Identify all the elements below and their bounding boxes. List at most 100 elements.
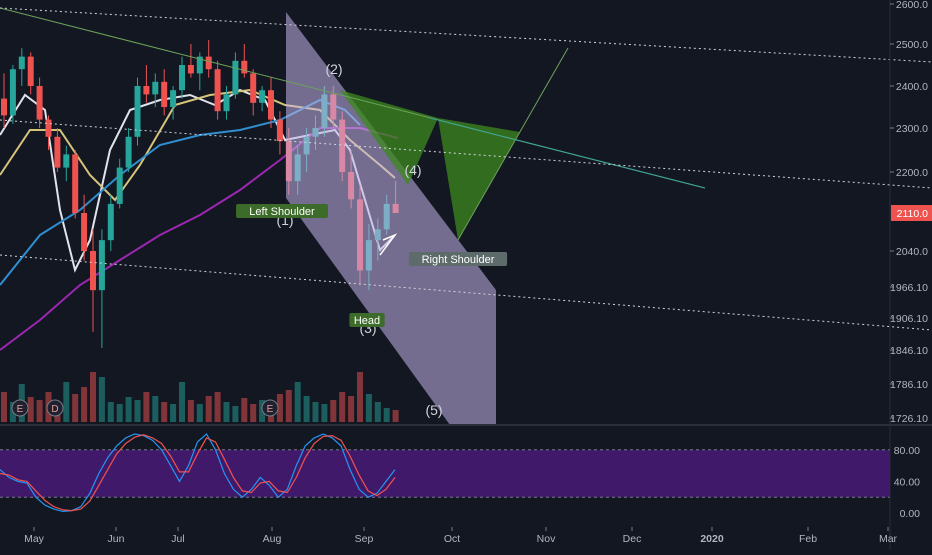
time-tick-label: Mar — [879, 533, 898, 545]
candle-body — [125, 136, 132, 168]
volume-bar — [27, 397, 34, 422]
volume-bar — [152, 396, 159, 422]
price-tick-label: 1786.10 — [890, 379, 928, 391]
volume-bar — [81, 387, 88, 422]
badge-label: Right Shoulder — [422, 254, 495, 266]
volume-bar — [348, 396, 355, 422]
volume-bar — [303, 396, 310, 422]
candle-body — [1, 98, 7, 116]
volume-bar — [365, 394, 372, 422]
volume-bar — [36, 400, 43, 422]
volume-bar — [90, 372, 96, 422]
price-tick-label: 2200.0 — [896, 167, 928, 179]
volume-bar — [232, 406, 239, 422]
volume-bar — [321, 404, 328, 422]
event-marker-label: D — [51, 404, 58, 415]
stoch-series-line — [0, 434, 396, 512]
candle-body — [98, 240, 105, 291]
candle-body — [9, 69, 16, 116]
time-tick-label: Oct — [444, 533, 460, 545]
volume-bar — [374, 402, 381, 422]
volume-bar — [143, 392, 150, 422]
candle-body — [116, 167, 123, 204]
candle-body — [205, 56, 212, 70]
volume-bar — [250, 404, 257, 422]
volume-bar — [214, 392, 221, 422]
candle-body — [223, 94, 230, 112]
price-tick-label: 2500.0 — [896, 39, 928, 51]
last-price-label: 2110.0 — [897, 208, 928, 220]
event-marker — [261, 399, 279, 417]
volume-bar — [196, 404, 203, 422]
price-tick-label: 2300.0 — [896, 123, 928, 135]
price-tick-label: 2400.0 — [896, 81, 928, 93]
volume-bars — [1, 372, 399, 422]
volume-bar — [72, 394, 79, 422]
wave-label: (2) — [325, 61, 342, 77]
volume-bar — [107, 402, 114, 422]
wave-label: (4) — [404, 162, 421, 178]
volume-bar — [98, 377, 105, 422]
candle-body — [63, 154, 70, 168]
event-marker-label: E — [17, 404, 24, 415]
candle-body — [45, 119, 52, 137]
time-tick-label: Dec — [623, 533, 642, 545]
stoch-tick-label: 80.00 — [894, 445, 920, 457]
time-tick-label: Aug — [263, 533, 282, 545]
candle-body — [214, 69, 221, 112]
candle-body — [196, 56, 203, 74]
stoch-tick-label: 0.00 — [900, 508, 921, 520]
candle-body — [152, 81, 159, 95]
volume-bar — [392, 410, 399, 422]
candle-body — [134, 86, 141, 137]
volume-bar — [285, 390, 292, 422]
event-marker-label: E — [267, 404, 274, 415]
time-tick-label: Nov — [537, 533, 556, 545]
candle-body — [241, 60, 248, 74]
wave-label: (5) — [425, 402, 442, 418]
candle-body — [90, 251, 96, 291]
dotted-line-top — [0, 7, 932, 63]
price-tick-label: 2040.0 — [896, 246, 928, 258]
candle-body — [170, 90, 177, 107]
volume-bar — [170, 404, 177, 422]
stochastic-pane — [0, 424, 932, 550]
dotted-line-mid — [0, 119, 932, 189]
candle-body — [107, 203, 114, 241]
projection-line — [457, 47, 569, 241]
price-tick-label: 1966.10 — [890, 282, 928, 294]
last-price-tag — [891, 205, 932, 221]
stoch-series-line — [0, 433, 396, 513]
candle-body — [36, 86, 43, 120]
candle-body — [18, 56, 25, 70]
stoch-band — [0, 449, 890, 498]
volume-bar — [125, 397, 132, 422]
volume-bar — [63, 382, 70, 422]
price-tick-label: 2600.0 — [896, 0, 928, 11]
volume-bar — [339, 392, 346, 422]
badge-bg — [236, 204, 328, 218]
volume-bar — [1, 392, 7, 422]
candle-body — [232, 60, 239, 95]
time-tick-label: Sep — [355, 533, 374, 545]
badge-label: Head — [354, 315, 380, 327]
badge-bg — [349, 313, 385, 327]
price-tick-label: 1846.10 — [890, 345, 928, 357]
stoch-tick-label: 40.00 — [894, 476, 920, 488]
volume-bar — [134, 400, 141, 422]
badge-bg — [408, 252, 508, 266]
candle-body — [187, 65, 194, 74]
candle-body — [161, 81, 168, 107]
volume-bar — [223, 402, 230, 422]
candle-body — [143, 86, 150, 95]
axes: 2600.0 2500.0 2400.0 2300.0 2200.0 2040.0 1966… — [24, 0, 932, 550]
candle-body — [250, 73, 257, 103]
price-tick-label: 1726.10 — [890, 413, 928, 425]
target-triangle-large — [438, 118, 520, 240]
time-tick-label: 2020 — [700, 533, 724, 545]
volume-bar — [276, 394, 283, 422]
candle-body — [276, 119, 283, 142]
candle-body — [179, 65, 185, 91]
candle-body — [81, 213, 88, 251]
